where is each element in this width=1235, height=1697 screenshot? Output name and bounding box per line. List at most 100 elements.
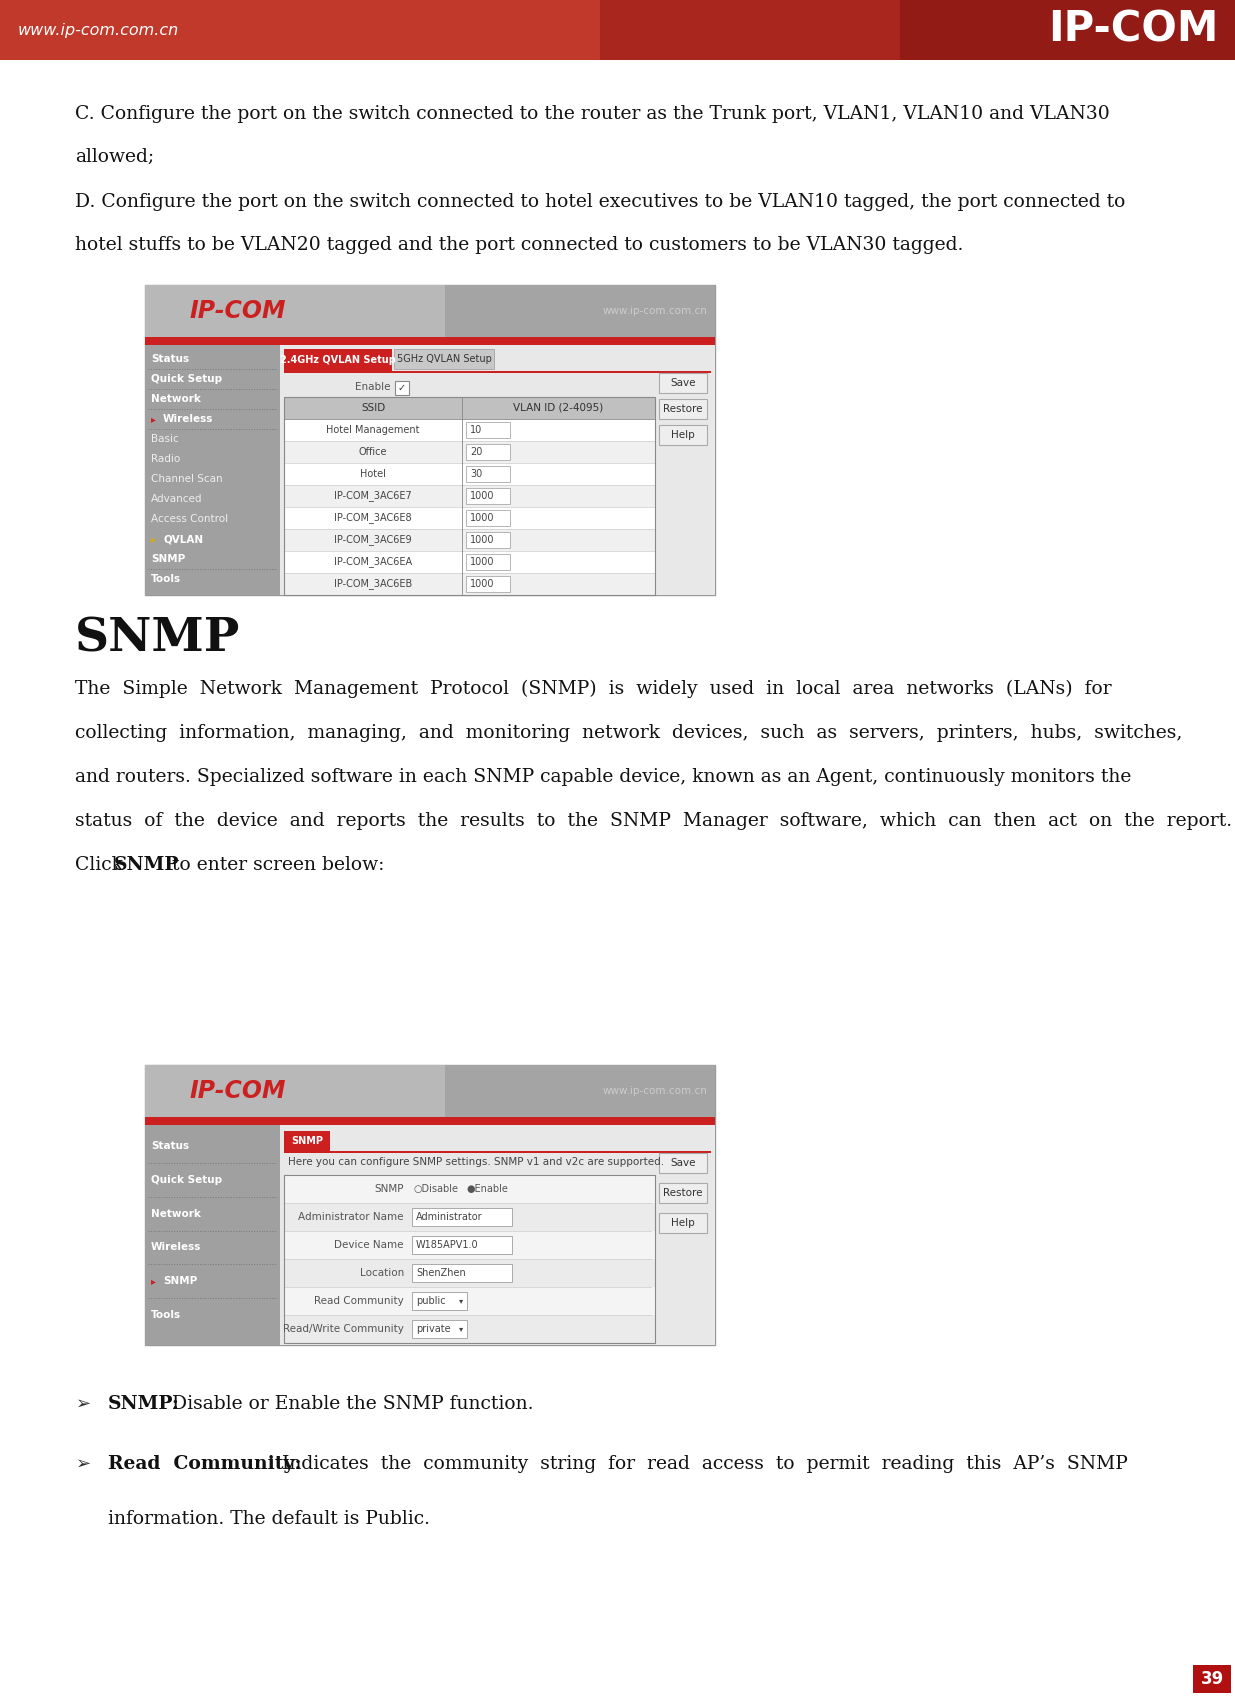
Text: Help: Help (671, 429, 695, 440)
Text: Restore: Restore (663, 1188, 703, 1198)
Text: 1000: 1000 (471, 535, 494, 545)
Text: ▸: ▸ (151, 535, 156, 545)
Bar (284, 574, 655, 596)
Text: Radio: Radio (151, 455, 180, 463)
Text: status  of  the  device  and  reports  the  results  to  the  SNMP  Manager  sof: status of the device and reports the res… (75, 811, 1233, 830)
Bar (284, 1174, 655, 1342)
Text: IP-COM_3AC6EB: IP-COM_3AC6EB (333, 579, 412, 589)
Text: ●Enable: ●Enable (466, 1185, 508, 1195)
Text: public: public (416, 1297, 446, 1307)
Bar (900, 0, 1235, 59)
Text: hotel stuffs to be VLAN20 tagged and the port connected to customers to be VLAN3: hotel stuffs to be VLAN20 tagged and the… (75, 236, 963, 255)
Text: Hotel: Hotel (361, 468, 387, 479)
Bar (412, 1291, 467, 1310)
Bar (466, 575, 510, 592)
Bar (284, 1230, 655, 1259)
Text: Here you can configure SNMP settings. SNMP v1 and v2c are supported.: Here you can configure SNMP settings. SN… (288, 1157, 664, 1168)
Bar (284, 397, 655, 596)
Bar (466, 531, 510, 548)
Bar (284, 397, 655, 419)
Bar (284, 463, 655, 485)
Text: Advanced: Advanced (151, 494, 203, 504)
Text: Office: Office (359, 446, 388, 456)
Text: Basic: Basic (151, 434, 179, 445)
Text: SNMP: SNMP (374, 1185, 404, 1195)
Text: www.ip-com.com.cn: www.ip-com.com.cn (603, 305, 706, 316)
Text: Device Name: Device Name (335, 1241, 404, 1251)
Text: D. Configure the port on the switch connected to hotel executives to be VLAN10 t: D. Configure the port on the switch conn… (75, 193, 1125, 210)
Text: Save: Save (671, 1157, 695, 1168)
Bar (144, 1117, 715, 1125)
Text: Enable: Enable (354, 382, 390, 392)
Bar (466, 423, 510, 438)
Bar (284, 1315, 655, 1342)
Text: Status: Status (151, 355, 189, 363)
Text: Quick Setup: Quick Setup (151, 373, 222, 384)
Text: Access Control: Access Control (151, 514, 228, 524)
Bar (466, 467, 510, 482)
Text: www.ip-com.com.cn: www.ip-com.com.cn (19, 22, 179, 37)
Text: Save: Save (671, 378, 695, 389)
Text: VLAN ID (2-4095): VLAN ID (2-4095) (514, 402, 604, 412)
Text: 1000: 1000 (471, 557, 494, 567)
Text: Wireless: Wireless (151, 1242, 201, 1252)
Bar (466, 489, 510, 504)
Bar (284, 529, 655, 552)
Text: Network: Network (151, 394, 201, 404)
Bar (600, 0, 1235, 59)
Text: QVLAN: QVLAN (163, 535, 203, 545)
Text: IP-COM: IP-COM (1047, 8, 1218, 51)
Text: Quick Setup: Quick Setup (151, 1174, 222, 1185)
Text: 1000: 1000 (471, 579, 494, 589)
Text: information. The default is Public.: information. The default is Public. (107, 1510, 430, 1527)
Text: Disable or Enable the SNMP function.: Disable or Enable the SNMP function. (165, 1395, 534, 1414)
Text: 2.4GHz QVLAN Setup: 2.4GHz QVLAN Setup (280, 355, 396, 365)
Text: Restore: Restore (663, 404, 703, 414)
Bar (284, 372, 711, 373)
Text: www.ip-com.com.cn: www.ip-com.com.cn (603, 1086, 706, 1096)
Text: C. Configure the port on the switch connected to the router as the Trunk port, V: C. Configure the port on the switch conn… (75, 105, 1110, 122)
Bar (0, 0, 1235, 59)
Text: SSID: SSID (361, 402, 385, 412)
Bar (412, 1208, 513, 1225)
Text: W185APV1.0: W185APV1.0 (416, 1241, 479, 1251)
Text: 1000: 1000 (471, 512, 494, 523)
Text: 1000: 1000 (471, 490, 494, 501)
Text: Status: Status (151, 1140, 189, 1151)
Text: Administrator: Administrator (416, 1212, 483, 1222)
Bar (284, 485, 655, 507)
Text: Tools: Tools (151, 574, 182, 584)
Text: IP-COM_3AC6E9: IP-COM_3AC6E9 (335, 535, 411, 545)
Text: The  Simple  Network  Management  Protocol  (SNMP)  is  widely  used  in  local : The Simple Network Management Protocol (… (75, 680, 1112, 697)
Text: 20: 20 (471, 446, 483, 456)
Text: ○Disable: ○Disable (414, 1185, 459, 1195)
Text: Wireless: Wireless (163, 414, 214, 424)
Bar (659, 1152, 706, 1173)
Bar (284, 1130, 330, 1151)
Bar (395, 382, 409, 395)
Bar (445, 1066, 715, 1117)
Bar (466, 553, 510, 570)
Text: ▸: ▸ (151, 414, 156, 424)
Text: Tools: Tools (151, 1310, 182, 1320)
Bar (445, 285, 715, 338)
Bar (144, 285, 715, 596)
Text: 5GHz QVLAN Setup: 5GHz QVLAN Setup (396, 355, 492, 363)
Text: Help: Help (671, 1218, 695, 1229)
Text: SNMP: SNMP (75, 614, 241, 662)
Text: IP-COM_3AC6EA: IP-COM_3AC6EA (333, 557, 412, 567)
Text: private: private (416, 1324, 451, 1334)
Text: ▾: ▾ (459, 1297, 463, 1305)
Text: Hotel Management: Hotel Management (326, 424, 420, 434)
Text: Click: Click (75, 855, 128, 874)
Text: collecting  information,  managing,  and  monitoring  network  devices,  such  a: collecting information, managing, and mo… (75, 725, 1182, 742)
Text: Network: Network (151, 1208, 201, 1218)
Bar (1193, 1665, 1231, 1694)
Text: ▾: ▾ (459, 1324, 463, 1334)
Bar (284, 1203, 655, 1230)
Text: SNMP: SNMP (114, 855, 179, 874)
Bar (144, 338, 715, 344)
Text: ➢: ➢ (77, 1454, 91, 1473)
Text: to enter screen below:: to enter screen below: (165, 855, 384, 874)
Text: Administrator Name: Administrator Name (299, 1212, 404, 1222)
